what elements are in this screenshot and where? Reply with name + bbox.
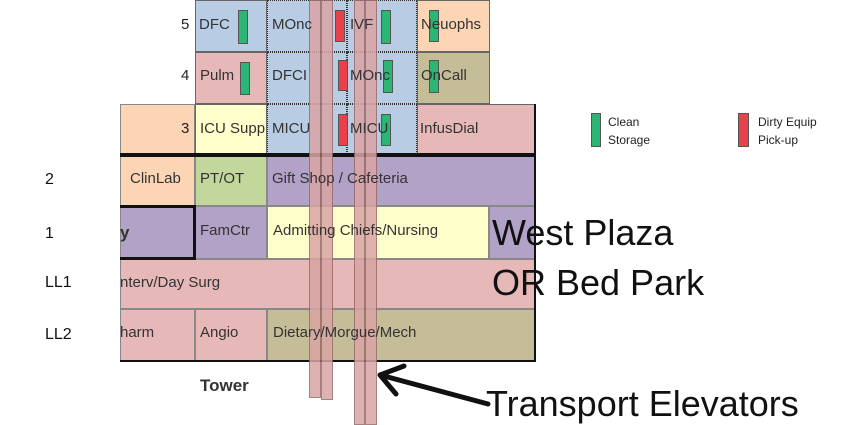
room-label: Dietary/Morgue/Mech bbox=[273, 324, 417, 341]
room-3-peach bbox=[120, 104, 195, 154]
room-3-infusdial bbox=[417, 104, 535, 154]
floor-1-bottom-border-left bbox=[120, 257, 196, 260]
room-label: harm bbox=[120, 324, 155, 341]
clean-storage-icon bbox=[240, 62, 250, 95]
elevator-shaft-b-left bbox=[354, 0, 365, 425]
room-2-ptot bbox=[195, 154, 267, 206]
room-4-pulm bbox=[195, 52, 267, 104]
legend-dirty-line1: Dirty Equip bbox=[758, 115, 817, 129]
legend-clean-label: Clean Storage bbox=[608, 113, 650, 149]
building-right-edge bbox=[534, 104, 536, 362]
room-label: IVF bbox=[350, 16, 374, 33]
floor-label: LL2 bbox=[45, 326, 72, 343]
legend-clean-storage-icon bbox=[591, 113, 601, 147]
floor-label: 2 bbox=[45, 171, 54, 188]
clean-storage-icon bbox=[238, 10, 248, 44]
clean-storage-icon bbox=[381, 114, 391, 146]
room-4-dfci bbox=[267, 52, 347, 104]
room-1-purple-right bbox=[489, 206, 535, 259]
clean-storage-icon bbox=[383, 60, 393, 93]
room-label: ClinLab bbox=[130, 170, 181, 187]
room-3-icu-supp bbox=[195, 104, 267, 154]
room-label: y bbox=[120, 223, 130, 242]
room-label: ICU Supp bbox=[200, 120, 266, 137]
west-plaza-label: West Plaza bbox=[492, 212, 674, 253]
room-label: MOnc bbox=[272, 16, 313, 33]
dirty-pickup-icon bbox=[338, 114, 348, 146]
room-label: nterv/Day Surg bbox=[120, 274, 221, 291]
legend-clean-line2: Storage bbox=[608, 133, 651, 147]
dirty-pickup-icon bbox=[335, 10, 345, 42]
room-label: InfusDial bbox=[420, 120, 479, 137]
room-label: Neuophs bbox=[421, 16, 482, 33]
room-label: MICU bbox=[272, 120, 311, 137]
floor-1-divider bbox=[193, 205, 196, 260]
elevator-shaft-a-right bbox=[321, 0, 333, 400]
room-label: Angio bbox=[200, 324, 239, 341]
room-1-famctr bbox=[195, 206, 267, 259]
legend-dirty-pickup-icon bbox=[738, 113, 749, 147]
room-5-monc bbox=[267, 0, 347, 52]
floor-1-top-border-left bbox=[120, 205, 196, 208]
room-label: MOnc bbox=[350, 67, 391, 84]
room-label: Pulm bbox=[200, 67, 235, 84]
floor-label: LL1 bbox=[45, 274, 72, 291]
or-bed-park-label: OR Bed Park bbox=[492, 262, 705, 303]
room-label: DFCI bbox=[272, 67, 307, 84]
room-5-dfc bbox=[195, 0, 267, 52]
legend-dirty-line2: Pick-up bbox=[758, 133, 799, 147]
transport-elevators-label: Transport Elevators bbox=[486, 383, 799, 424]
floor-number: 4 bbox=[181, 67, 190, 84]
arrow-left-icon bbox=[377, 363, 491, 407]
room-label: OnCall bbox=[421, 67, 467, 84]
building-label: Tower bbox=[200, 376, 249, 395]
floor-number: 5 bbox=[181, 16, 190, 33]
dirty-pickup-icon bbox=[338, 60, 348, 91]
room-label: Gift Shop / Cafeteria bbox=[272, 170, 408, 187]
room-1-y bbox=[120, 206, 195, 259]
room-label: MICU bbox=[350, 120, 389, 137]
clean-storage-icon bbox=[381, 10, 391, 44]
room-label: FamCtr bbox=[200, 222, 250, 239]
room-label: PT/OT bbox=[200, 170, 245, 187]
clean-storage-icon bbox=[429, 60, 439, 93]
floor-label: 1 bbox=[45, 225, 54, 242]
floor-number: 3 bbox=[181, 120, 190, 137]
clean-storage-icon bbox=[429, 10, 439, 42]
room-1-admitting bbox=[267, 206, 489, 259]
legend-clean-line1: Clean bbox=[608, 115, 640, 129]
room-label: Admitting Chiefs/Nursing bbox=[273, 222, 439, 239]
legend-dirty-label: Dirty Equip Pick-up bbox=[758, 113, 817, 149]
elevator-shaft-a-left bbox=[309, 0, 321, 398]
room-label: DFC bbox=[199, 16, 230, 33]
